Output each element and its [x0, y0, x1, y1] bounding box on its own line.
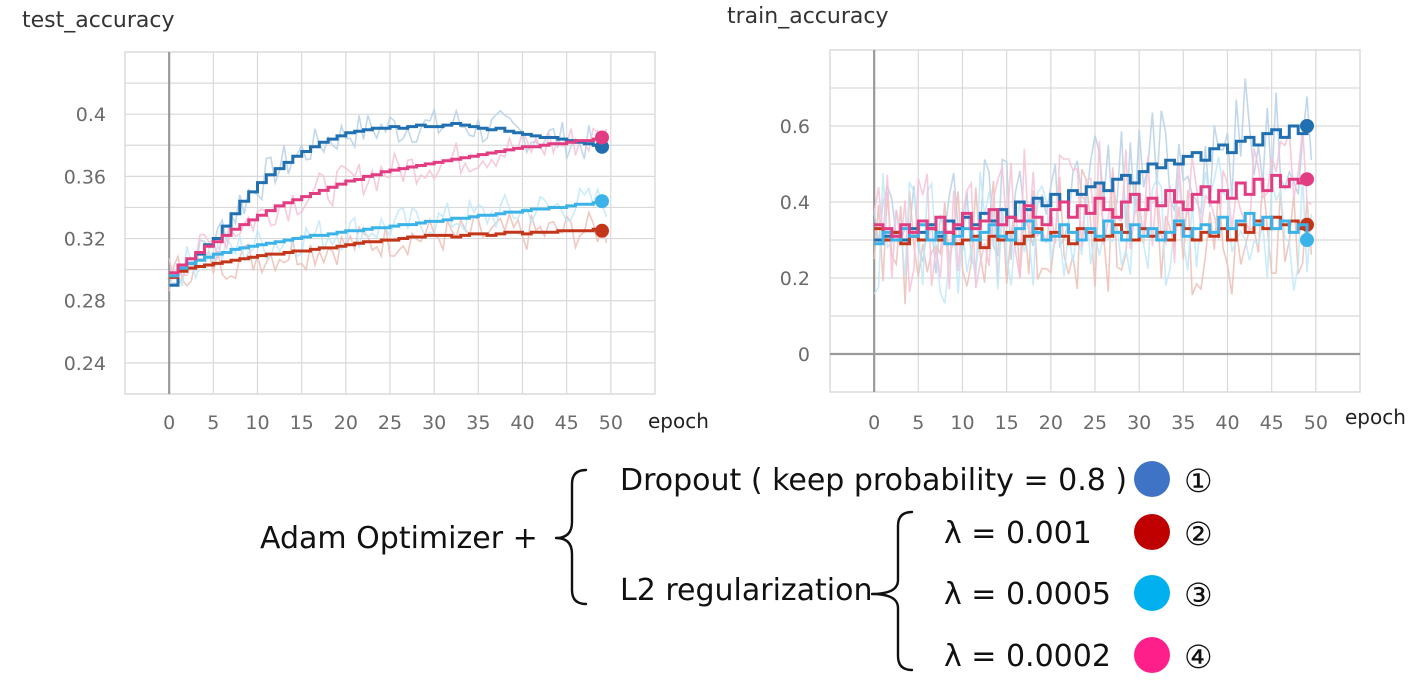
series-end-point [1300, 233, 1314, 247]
legend: Adam Optimizer + Dropout ( keep probabil… [260, 461, 1213, 676]
legend-l2-item-label: λ = 0.0002 [944, 639, 1111, 674]
x-tick-label: 25 [1083, 412, 1107, 434]
inner-brace [870, 510, 914, 672]
series-end-point [595, 130, 609, 145]
x-tick-label: 45 [555, 412, 579, 434]
y-tick-label: 0.4 [780, 192, 810, 214]
x-tick-label: 0 [868, 412, 880, 434]
series-end-point [595, 194, 609, 209]
legend-prefix: Adam Optimizer + [260, 521, 538, 556]
series-end-point [595, 223, 609, 238]
y-tick-label: 0.24 [64, 353, 106, 375]
series-line [169, 201, 604, 278]
series-line [169, 137, 604, 275]
raw-trace [873, 156, 1313, 304]
series-end-point [1300, 119, 1314, 133]
x-tick-label: 40 [1215, 412, 1239, 434]
raw-trace [168, 127, 608, 281]
series-line [874, 211, 1309, 246]
legend-number-1: ① [1184, 462, 1213, 500]
legend-number: ④ [1184, 638, 1213, 676]
x-axis-label: epoch [1345, 405, 1406, 429]
x-tick-label: 35 [466, 412, 490, 434]
outer-brace [554, 468, 588, 606]
x-tick-label: 0 [163, 412, 175, 434]
legend-l2-label: L2 regularization [620, 573, 873, 608]
y-tick-label: 0.2 [780, 268, 810, 290]
x-tick-label: 10 [245, 412, 269, 434]
x-tick-label: 5 [207, 412, 219, 434]
legend-dot [1134, 637, 1170, 673]
x-tick-label: 15 [290, 412, 314, 434]
legend-number: ③ [1184, 576, 1213, 614]
legend-number: ② [1184, 515, 1213, 553]
series-line [169, 122, 604, 287]
x-tick-label: 20 [1039, 412, 1063, 434]
y-tick-label: 0 [798, 344, 810, 366]
chart-title: train_accuracy [727, 4, 888, 29]
legend-dropout-label: Dropout ( keep probability = 0.8 ) [620, 463, 1127, 498]
series-end-point [1300, 172, 1314, 187]
y-tick-label: 0.4 [76, 104, 106, 126]
legend-dot-dropout [1134, 461, 1170, 497]
y-tick-label: 0.6 [780, 116, 810, 138]
x-tick-label: 25 [378, 412, 402, 434]
legend-l2-item-label: λ = 0.001 [944, 516, 1092, 551]
x-tick-label: 20 [334, 412, 358, 434]
x-axis-label: epoch [648, 409, 709, 433]
y-tick-label: 0.32 [64, 229, 106, 251]
x-tick-label: 50 [599, 412, 623, 434]
raw-trace [168, 106, 607, 287]
x-tick-label: 45 [1260, 412, 1284, 434]
chart-title: test_accuracy [22, 8, 175, 33]
x-tick-label: 30 [1127, 412, 1151, 434]
series-line [874, 173, 1309, 238]
series-line [874, 124, 1309, 242]
x-tick-label: 10 [950, 412, 974, 434]
y-tick-label: 0.28 [64, 291, 106, 313]
x-tick-label: 40 [510, 412, 534, 434]
x-tick-label: 35 [1171, 412, 1195, 434]
x-tick-label: 15 [995, 412, 1019, 434]
raw-trace [873, 128, 1312, 293]
train-accuracy-chart: train_accuracy 0 5 10 15 20 25 30 35 40 45 50 0 0.2 0… [727, 4, 1406, 434]
legend-l2-item-label: λ = 0.0005 [944, 577, 1111, 612]
x-tick-label: 30 [422, 412, 446, 434]
x-tick-label: 5 [912, 412, 924, 434]
legend-dot [1134, 514, 1170, 550]
test-accuracy-chart: test_accuracy 0 5 10 15 20 25 30 35 40 45 50 0.24 0.… [22, 8, 709, 434]
series-line [169, 227, 604, 279]
y-tick-label: 0.36 [64, 166, 106, 188]
raw-trace [873, 78, 1313, 274]
x-tick-label: 50 [1304, 412, 1328, 434]
legend-dot [1134, 575, 1170, 611]
